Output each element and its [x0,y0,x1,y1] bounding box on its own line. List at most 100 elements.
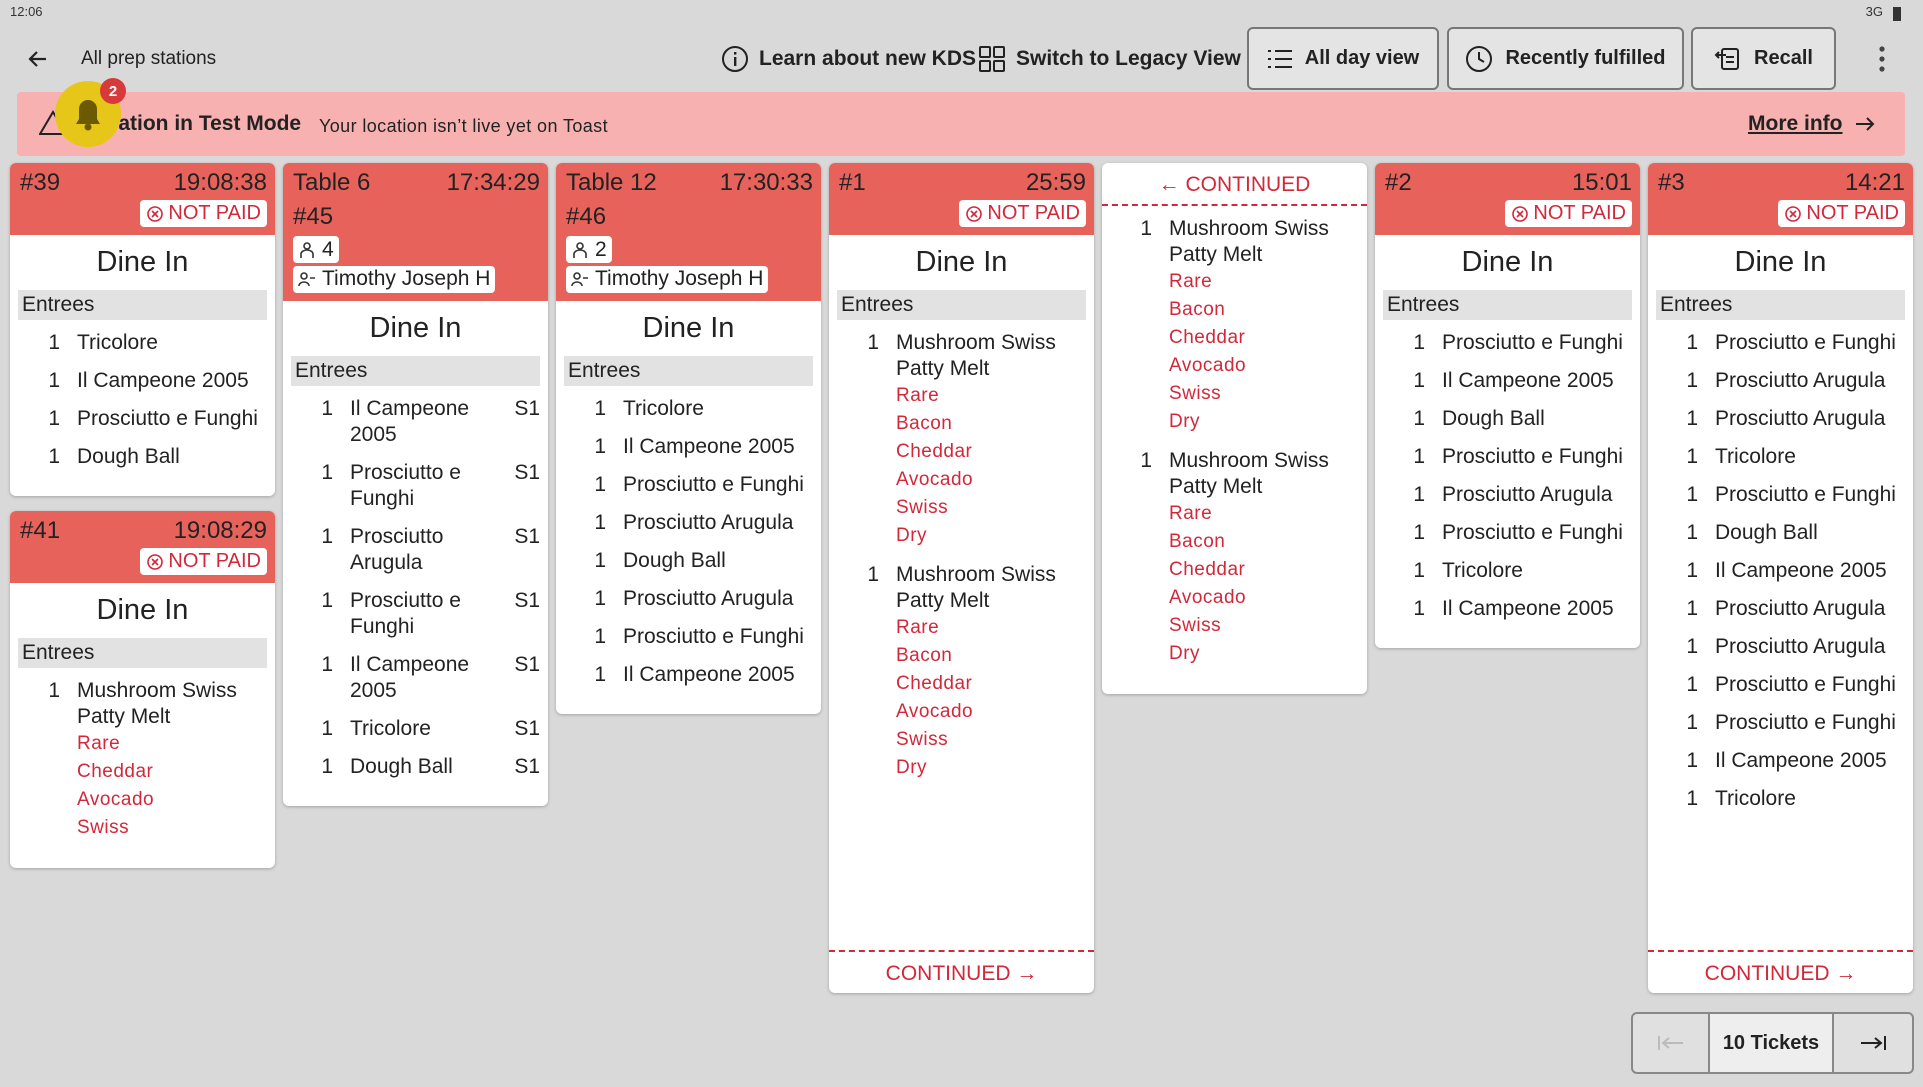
learn-link[interactable]: Learn about new KDS [721,27,976,90]
payment-text: NOT PAID [1533,202,1626,224]
last-page-button[interactable] [1834,1014,1912,1072]
first-page-button[interactable] [1633,1014,1710,1072]
item-name: Il Campeone 2005 [623,435,795,458]
item-seat: S1 [514,589,540,612]
clock-icon [1466,45,1493,72]
order-item: 1 Prosciutto Arugula [1648,590,1905,628]
item-body: Prosciutto e Funghi [77,406,267,432]
payment-status: NOT PAID [140,200,267,227]
item-name: Dough Ball [1715,521,1818,544]
order-item: 1 Mushroom Swiss Patty Melt Rare Bacon Chedd… [829,556,1086,788]
ticket-header: #3 14:21 NOT PAID [1648,163,1913,235]
item-modifier: Cheddar [896,673,973,694]
item-body: Prosciutto e Funghi [1442,444,1632,470]
all-day-button[interactable]: All day view [1247,27,1439,90]
header-row: #39 19:08:38 [20,166,267,200]
header-row: #46 [566,200,813,234]
ticket-header: #39 19:08:38 NOT PAID [10,163,275,235]
notification-bell[interactable]: 2 [52,76,132,152]
ticket-card[interactable]: #41 19:08:29 NOT PAID Dine In Entrees 1 Mushro… [10,511,275,868]
item-name: Prosciutto Arugula [1442,483,1613,506]
item-qty: 1 [1686,483,1698,506]
section-label: Entrees [1383,290,1632,320]
recall-button[interactable]: Recall [1691,27,1836,90]
order-item: 1 Prosciutto Arugula [1648,362,1905,400]
item-body: Mushroom Swiss Patty Melt Rare Bacon Chedda… [896,330,1086,550]
order-item: 1 Prosciutto e Funghi S1 [283,454,540,518]
header-row: Table 6 17:34:29 [293,166,540,200]
item-qty: 1 [1686,749,1698,772]
item-modifier: Bacon [896,645,953,666]
item-qty: 1 [1686,597,1698,620]
order-item: 1 Mushroom Swiss Patty Melt Rare Bacon Chedd… [1102,210,1359,442]
order-item: 1 Prosciutto Arugula [1648,628,1905,666]
learn-text: Learn about new KDS [759,46,977,70]
item-qty: 1 [1686,369,1698,392]
item-list: 1 Mushroom Swiss Patty Melt Rare Bacon Chedd… [1102,206,1367,694]
ticket-card[interactable]: Table 12 17:30:33 #46 2 Timothy Joseph H Dine… [556,163,821,714]
item-name: Prosciutto e Funghi [1442,331,1623,354]
item-body: Prosciutto e Funghi [1715,330,1905,356]
item-seat: S1 [514,461,540,484]
ticket-card[interactable]: Table 6 17:34:29 #45 4 Timothy Joseph H Dine … [283,163,548,806]
item-body: Prosciutto Arugula [623,586,813,612]
order-type: Dine In [1461,246,1554,278]
order-item: 1 Il Campeone 2005 S1 [283,390,540,454]
item-modifier: Swiss [77,817,130,838]
order-item: 1 Dough Ball [1648,514,1905,552]
button-label: Recently fulfilled [1505,47,1666,69]
guest-row: 4 [293,234,540,264]
order-item: 1 Il Campeone 2005 S1 [283,646,540,710]
recent-button[interactable]: Recently fulfilled [1447,27,1684,90]
more-info-link[interactable]: More info [1748,112,1877,136]
first-icon [1657,1036,1683,1050]
item-qty: 1 [321,653,333,676]
item-qty: 1 [48,407,60,430]
more-menu[interactable] [1872,44,1892,74]
recall-icon [1714,47,1740,70]
item-name: Prosciutto e Funghi [1715,331,1896,354]
item-name: Prosciutto e Funghi [77,407,258,430]
ticket-card[interactable]: ← CONTINUED 1 Mushroom Swiss Patty Melt Rar… [1102,163,1367,694]
item-body: Il Campeone 2005 [623,434,813,460]
item-qty: 1 [1413,559,1425,582]
order-item: 1 Prosciutto Arugula [556,504,813,542]
item-body: Tricolore [350,716,508,742]
order-item: 1 Prosciutto e Funghi [556,466,813,504]
payment-status: NOT PAID [1505,200,1632,227]
server-icon [571,272,588,287]
server-icon [298,272,315,287]
back-button[interactable] [26,47,50,71]
ticket-time: 19:08:38 [173,169,267,196]
payment-text: NOT PAID [1806,202,1899,224]
unpaid-icon [147,205,164,222]
banner-title: Location in Test Mode [81,112,302,135]
item-body: Prosciutto e Funghi [350,588,508,640]
item-name: Il Campeone 2005 [1715,749,1887,772]
ticket-card[interactable]: #1 25:59 NOT PAID Dine In Entrees 1 Mushroom S… [829,163,1094,993]
item-qty: 1 [321,397,333,420]
ticket-card[interactable]: #2 15:01 NOT PAID Dine In Entrees 1 Prosciutto… [1375,163,1640,648]
item-name: Prosciutto Arugula [1715,635,1886,658]
ticket-card[interactable]: #3 14:21 NOT PAID Dine In Entrees 1 Prosciutto… [1648,163,1913,993]
payment-status: NOT PAID [1778,200,1905,227]
item-name: Prosciutto e Funghi [1715,483,1896,506]
guest-pill: 2 [566,236,612,263]
section-label: Entrees [18,638,267,668]
last-icon [1861,1036,1886,1050]
order-item: 1 Prosciutto e Funghi [1648,704,1905,742]
ticket-card[interactable]: #39 19:08:38 NOT PAID Dine In Entrees 1 Tricol… [10,163,275,496]
item-body: Tricolore [623,396,813,422]
item-modifier: Avocado [1169,587,1247,608]
item-qty: 1 [867,331,879,354]
item-name: Prosciutto e Funghi [1715,711,1896,734]
ticket-time: 15:01 [1571,169,1632,196]
item-body: Il Campeone 2005 [623,662,813,688]
item-qty: 1 [1686,521,1698,544]
item-name: Prosciutto e Funghi [1442,521,1623,544]
header-row: #2 15:01 [1385,166,1632,200]
item-qty: 1 [1686,445,1698,468]
legacy-link[interactable]: Switch to Legacy View [978,27,1241,90]
item-qty: 1 [48,331,60,354]
item-name: Tricolore [1715,445,1796,468]
